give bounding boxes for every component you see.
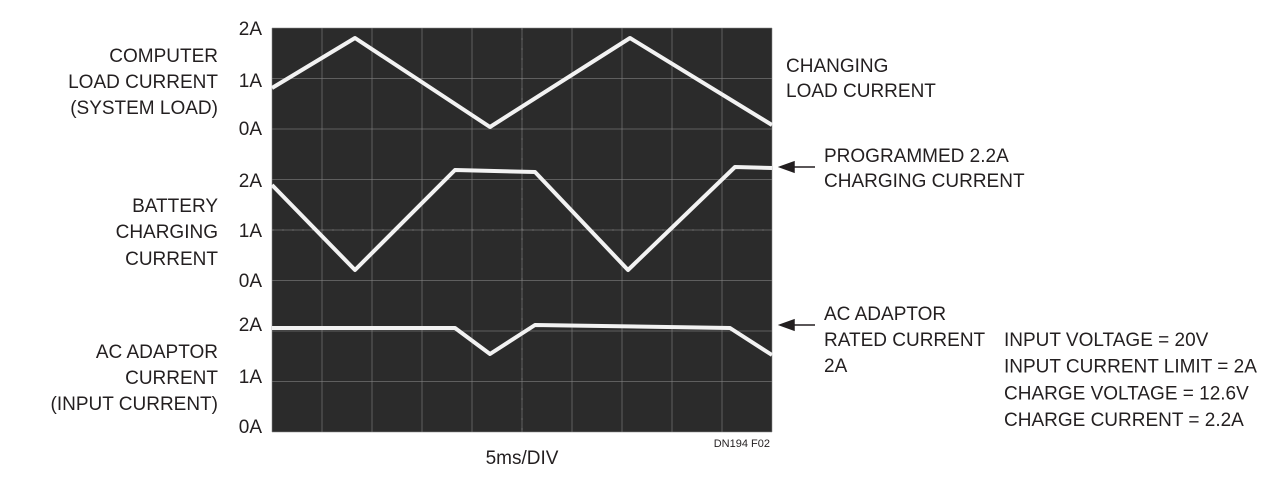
trace-label: (SYSTEM LOAD) — [70, 98, 218, 119]
traces — [270, 36, 774, 357]
load-current-trace — [270, 36, 774, 129]
x-label: 5ms/DIV — [486, 448, 559, 469]
charging-current-trace — [270, 165, 773, 272]
annotation: 2A — [824, 356, 848, 377]
trace-label: (INPUT CURRENT) — [51, 394, 218, 415]
scale-label: 0A — [239, 417, 263, 438]
condition: CHARGE VOLTAGE = 12.6V — [1004, 383, 1249, 404]
trace-label: BATTERY — [132, 196, 218, 217]
figure-code: DN194 F02 — [714, 438, 770, 450]
trace-label: CURRENT — [125, 249, 218, 270]
trace-label: LOAD CURRENT — [68, 72, 218, 93]
annotation: RATED CURRENT — [824, 330, 986, 351]
scale-label: 1A — [239, 367, 263, 388]
annotation: CHANGING — [786, 56, 888, 77]
scale-label: 2A — [239, 171, 263, 192]
input-current-trace — [272, 323, 774, 357]
scope-grid — [271, 27, 773, 433]
scale-label: 2A — [239, 315, 263, 336]
arrows — [777, 160, 815, 332]
scale-label: 0A — [239, 119, 263, 140]
trace-label: AC ADAPTOR — [96, 342, 218, 363]
annotation: PROGRAMMED 2.2A — [824, 146, 1009, 167]
arrow-head — [777, 160, 795, 174]
trace-label: COMPUTER — [109, 46, 218, 67]
trace-label: CURRENT — [125, 368, 218, 389]
scale-label: 1A — [239, 221, 263, 242]
scale-label: 2A — [239, 19, 263, 40]
scale-label: 0A — [239, 271, 263, 292]
condition: INPUT VOLTAGE = 20V — [1004, 330, 1209, 351]
arrow-head — [777, 318, 795, 332]
scale-label: 1A — [239, 71, 263, 92]
condition: CHARGE CURRENT = 2.2A — [1004, 410, 1244, 431]
trace-label: CHARGING — [116, 222, 218, 243]
annotation: AC ADAPTOR — [824, 304, 946, 325]
annotation: LOAD CURRENT — [786, 81, 936, 102]
annotation: CHARGING CURRENT — [824, 171, 1025, 192]
condition: INPUT CURRENT LIMIT = 2A — [1004, 357, 1257, 378]
